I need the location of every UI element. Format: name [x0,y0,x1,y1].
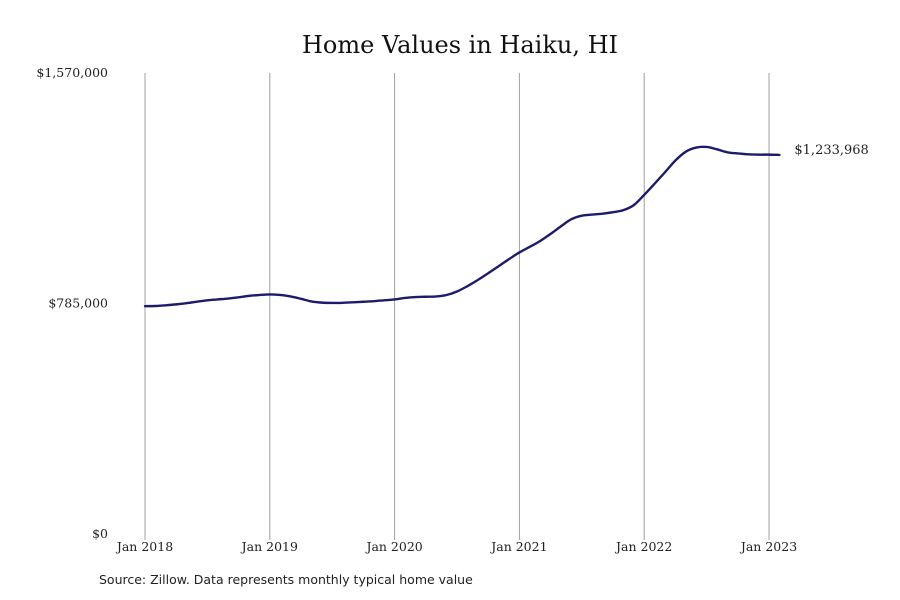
end-value-label: $1,233,968 [794,143,868,158]
gridlines [144,73,770,540]
x-tick-label: Jan 2019 [240,539,298,554]
x-tick-label: Jan 2020 [364,539,422,554]
x-tick-label: Jan 2021 [489,539,547,554]
source-note: Source: Zillow. Data represents monthly … [99,572,473,587]
x-tick-label: Jan 2022 [614,539,672,554]
chart-title: Home Values in Haiku, HI [302,31,618,59]
y-tick-label: $1,570,000 [36,65,108,80]
y-tick-label: $0 [92,526,108,541]
x-tick-label: Jan 2018 [115,539,173,554]
y-axis-labels: $1,570,000 $785,000 $0 [36,65,108,541]
y-tick-label: $785,000 [48,296,108,311]
x-tick-label: Jan 2023 [739,539,797,554]
x-axis-labels: Jan 2018 Jan 2019 Jan 2020 Jan 2021 Jan 2022… [115,539,797,554]
series-line [143,145,781,308]
